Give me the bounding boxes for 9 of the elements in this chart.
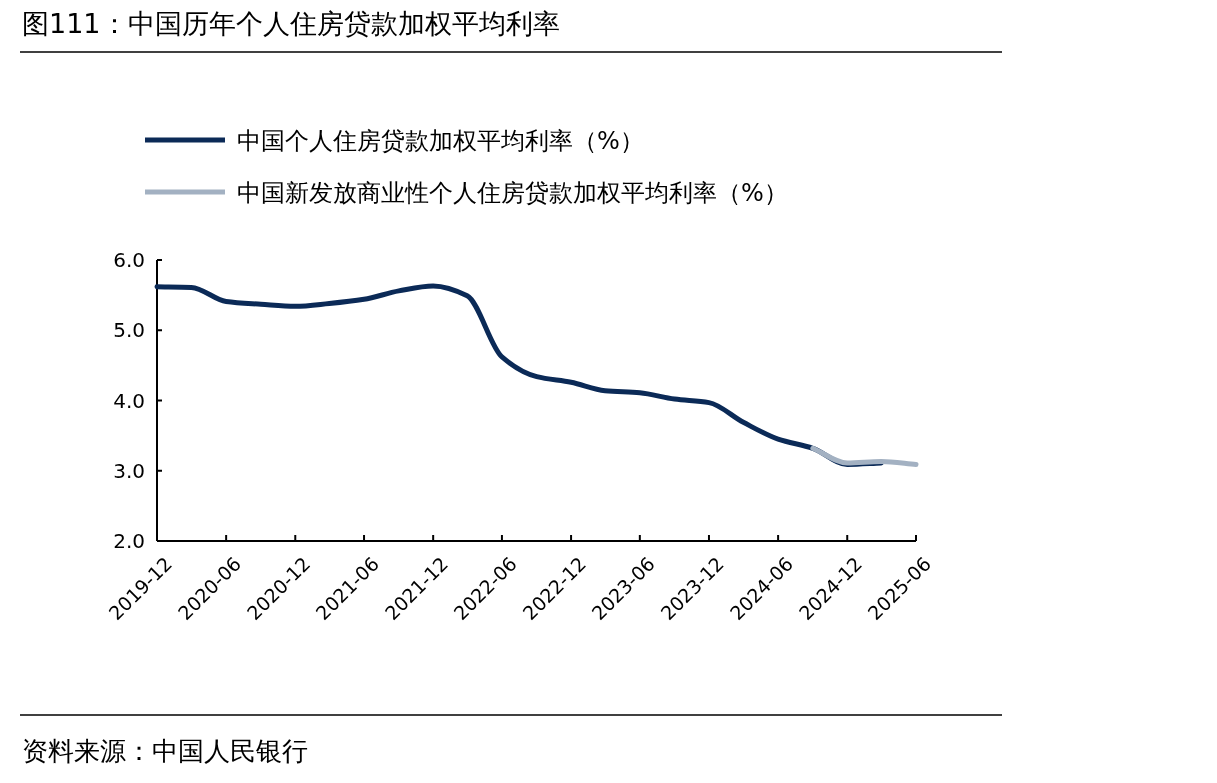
legend-label: 中国个人住房贷款加权平均利率（%）: [237, 127, 644, 155]
legend-label: 中国新发放商业性个人住房贷款加权平均利率（%）: [237, 179, 788, 207]
y-tick-label: 4.0: [113, 388, 145, 413]
y-tick-label: 2.0: [113, 529, 145, 553]
y-tick-label: 3.0: [113, 458, 145, 483]
y-tick-label: 5.0: [113, 318, 145, 343]
title: 图111：中国历年个人住房贷款加权平均利率: [22, 8, 560, 39]
note: 资料来源：中国人民银行: [22, 736, 308, 766]
y-tick-label: 6.0: [113, 248, 145, 272]
